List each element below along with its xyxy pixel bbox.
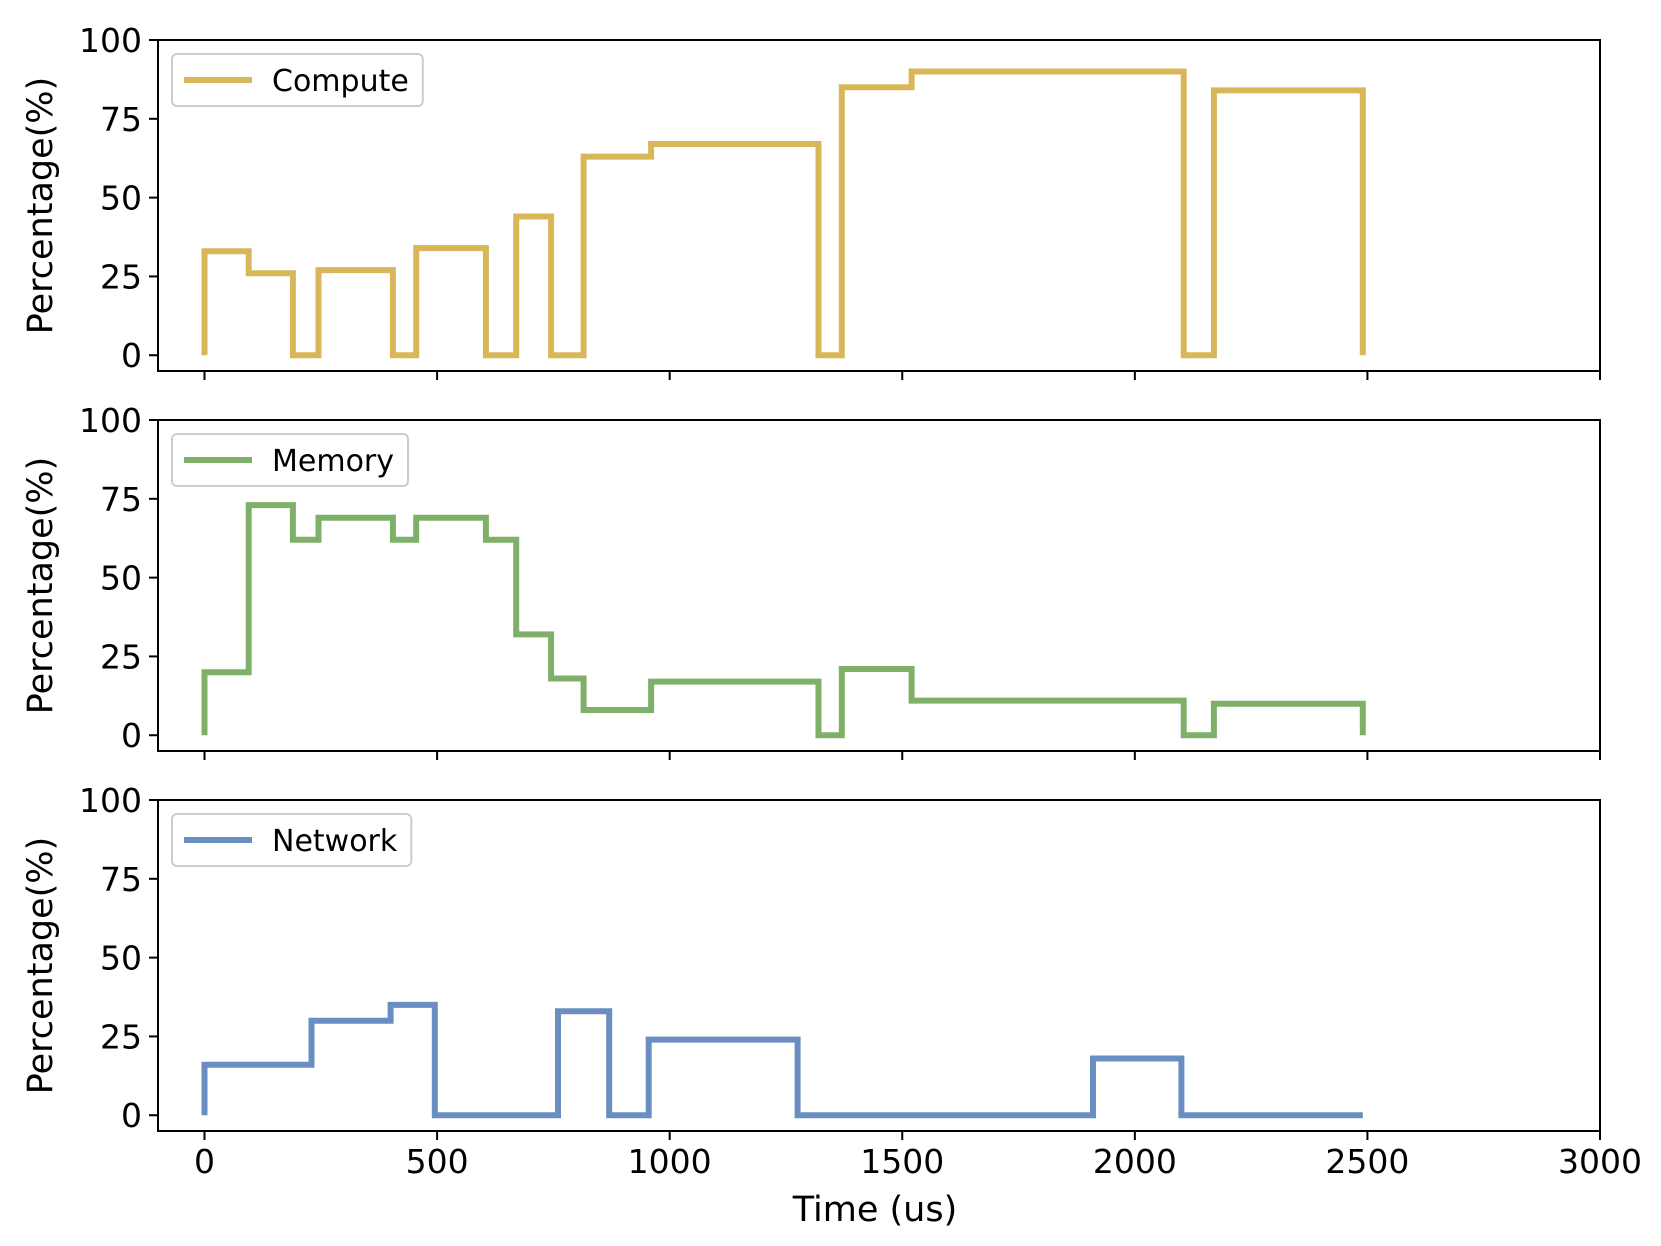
legend-box — [171, 433, 410, 487]
legend: Memory — [171, 433, 410, 487]
legend-label: Network — [272, 824, 398, 859]
x-tick-label: 1500 — [860, 1142, 944, 1181]
x-tick-label: 500 — [406, 1142, 469, 1181]
legend-box — [171, 813, 413, 867]
y-tick-label: 50 — [100, 179, 142, 218]
legend-box — [171, 53, 424, 107]
x-tick-label: 1000 — [628, 1142, 712, 1181]
y-tick-label: 75 — [100, 480, 142, 519]
plot-frame — [157, 39, 1601, 372]
y-tick-label: 25 — [100, 257, 142, 296]
legend-label: Memory — [272, 444, 394, 479]
x-tick-label: 3000 — [1558, 1142, 1642, 1181]
y-axis-label: Percentage(%) — [21, 77, 61, 334]
legend: Compute — [171, 53, 424, 107]
plot-frame — [157, 419, 1601, 752]
y-axis-label: Percentage(%) — [21, 457, 61, 714]
y-tick-label: 0 — [121, 1096, 142, 1135]
y-axis-label: Percentage(%) — [21, 837, 61, 1094]
y-tick-label: 100 — [79, 21, 142, 60]
y-tick-label: 100 — [79, 401, 142, 440]
x-axis-label: Time (us) — [792, 1190, 958, 1230]
panel-memory: 0 25 50 75 100 Percentage(%) Memory — [21, 401, 1601, 760]
y-tick-label: 25 — [100, 1017, 142, 1056]
x-tick-label: 2000 — [1093, 1142, 1177, 1181]
y-tick-label: 75 — [100, 100, 142, 139]
y-tick-label: 75 — [100, 860, 142, 899]
y-tick-label: 50 — [100, 939, 142, 978]
series-line-network — [201, 1001, 1363, 1119]
x-tick-label: 2500 — [1325, 1142, 1409, 1181]
y-tick-label: 25 — [100, 637, 142, 676]
legend: Network — [171, 813, 413, 867]
plot-frame — [157, 799, 1601, 1132]
y-tick-label: 0 — [121, 336, 142, 375]
y-tick-label: 100 — [79, 781, 142, 820]
y-tick-label: 0 — [121, 716, 142, 755]
y-tick-label: 50 — [100, 559, 142, 598]
series-line-compute — [201, 68, 1366, 359]
x-tick-label: 0 — [194, 1142, 215, 1181]
panel-compute: 0 25 50 75 100 Percentage(%) Compute — [21, 21, 1601, 380]
series-line-memory — [201, 502, 1366, 739]
legend-label: Compute — [272, 64, 409, 99]
